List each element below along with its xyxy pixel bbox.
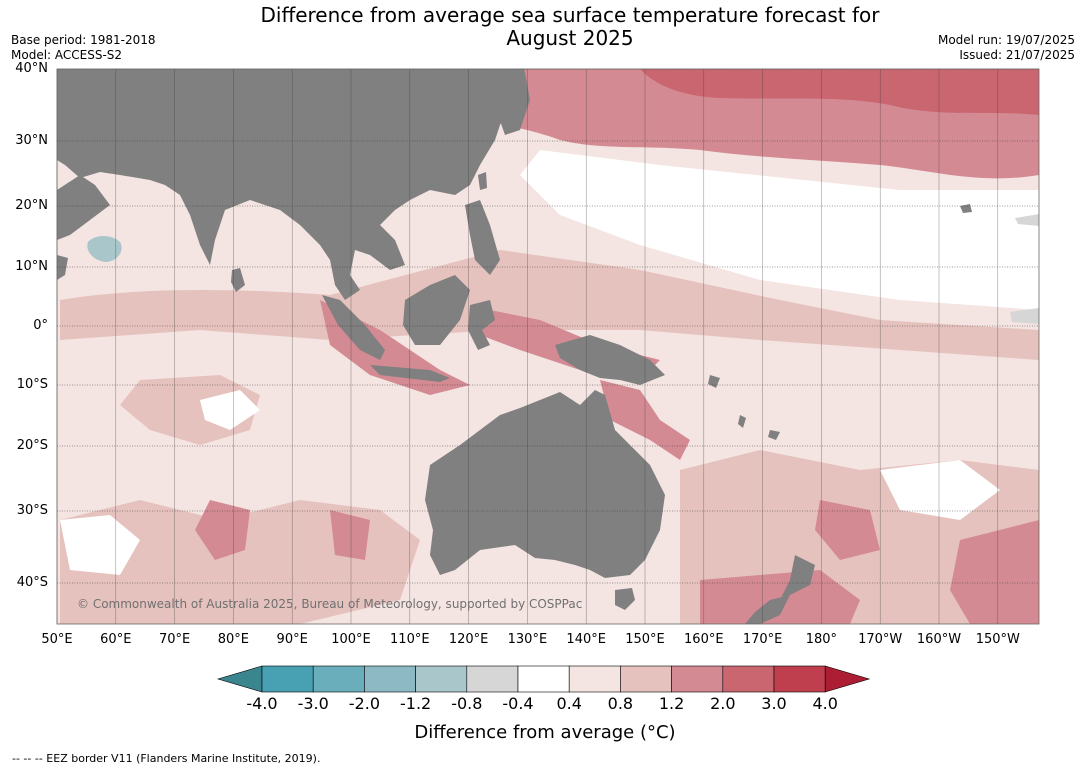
anomaly-patch-neutral-1 [60, 515, 140, 575]
colorbar-tick-label: -2.0 [348, 694, 380, 713]
anomaly-region-southern-indian [60, 500, 420, 624]
colorbar-segment [415, 665, 468, 693]
colorbar-tick-label: -4.0 [246, 694, 278, 713]
colorbar-tick-label: -1.2 [399, 694, 432, 713]
anomaly-region-equatorial [60, 250, 1039, 360]
map-plot-area [57, 69, 1039, 624]
land-new-guinea [555, 335, 665, 385]
eez-footnote: -- -- -- EEZ border V11 (Flanders Marine… [12, 752, 321, 765]
map-frame [56, 68, 1040, 625]
anomaly-patch-4 [950, 520, 1039, 624]
cool-patch-central-pacific [1010, 308, 1039, 324]
cool-patch-arabian-sea [87, 236, 122, 262]
title-line-1: Difference from average sea surface temp… [260, 3, 880, 27]
anomaly-patch-1 [195, 500, 250, 560]
issue-info: Model run: 19/07/2025 Issued: 21/07/2025 [938, 33, 1075, 63]
anomaly-region-north-pacific-neutral [520, 150, 1039, 310]
colorbar-title: Difference from average (°C) [414, 722, 676, 743]
lon-label: 170°E [742, 632, 783, 647]
model-info: Base period: 1981-2018 Model: ACCESS-S2 [11, 33, 156, 63]
land-sumatra [322, 295, 385, 360]
land-sulawesi [468, 300, 495, 350]
colorbar-segment [620, 665, 672, 693]
title-line-2: August 2025 [506, 26, 634, 50]
lon-label: 170°W [858, 632, 903, 647]
colorbar-segment [466, 665, 519, 693]
colorbar-tick-label: 0.8 [607, 694, 634, 713]
colorbar-segment [261, 665, 314, 693]
lon-label: 160°E [684, 632, 724, 647]
lon-label: 160°W [916, 632, 962, 647]
lon-label: 110°E [390, 632, 430, 647]
lat-label: 20°S [16, 438, 48, 453]
colorbar-segment [517, 665, 570, 693]
colorbar-segment [364, 665, 416, 693]
land-taiwan [478, 172, 487, 190]
colorbar-segment [773, 665, 826, 693]
lat-label: 20°N [15, 198, 48, 213]
copyright-notice: © Commonwealth of Australia 2025, Bureau… [77, 597, 583, 611]
land-arabia [57, 175, 110, 240]
land-masses [57, 69, 972, 624]
colorbar-tick-label: -3.0 [297, 694, 329, 713]
anomaly-patch-2 [330, 510, 370, 560]
lat-label: 0° [33, 318, 48, 333]
lon-label: 180° [805, 632, 838, 647]
land-new-zealand-north [780, 555, 815, 600]
colorbar-segment [722, 665, 775, 693]
cool-patch-hawaii [1015, 214, 1039, 226]
base-period-text: Base period: 1981-2018 [11, 33, 156, 47]
land-vanuatu [738, 415, 746, 428]
colorbar-segment [568, 665, 621, 693]
land-tasmania [615, 588, 635, 610]
land-philippines [465, 200, 500, 275]
lon-label: 150°E [625, 632, 665, 647]
colorbar-tick-label: 2.0 [710, 694, 736, 713]
lat-label: 10°S [16, 377, 48, 392]
colorbar-segment [312, 665, 365, 693]
land-australia [425, 390, 665, 578]
anomaly-patch-tasman [700, 570, 860, 624]
lon-label: 130°E [507, 632, 548, 647]
model-run-text: Model run: 19/07/2025 [937, 33, 1075, 47]
lat-label: 10°N [15, 259, 48, 274]
colorbar-tick-label: -0.8 [451, 694, 483, 713]
colorbar-extend-low [216, 665, 263, 693]
lat-label: 40°N [15, 61, 48, 76]
lon-label: 120°E [448, 632, 489, 647]
lon-label: 60°E [100, 632, 132, 647]
land-asia [57, 69, 525, 300]
anomaly-patch-neutral-2 [880, 460, 1000, 520]
colorbar-tick-label: 4.0 [812, 694, 838, 713]
colorbar-tick-label: 1.2 [658, 694, 685, 713]
lon-label: 70°E [158, 632, 191, 647]
land-new-zealand-south [745, 595, 790, 624]
land-japan [498, 72, 530, 135]
colorbar-tick-label: -0.4 [502, 694, 534, 713]
colorbar-tick-label: 0.4 [556, 694, 582, 713]
colorbar-segment [671, 665, 724, 693]
lon-label: 90°E [276, 632, 308, 647]
anomaly-patch-3 [815, 500, 880, 560]
issued-text: Issued: 21/07/2025 [959, 48, 1075, 62]
lon-label: 50°E [41, 632, 73, 647]
lon-label: 150°W [975, 632, 1020, 647]
colorbar-extend-high [824, 665, 871, 693]
colorbar [216, 665, 871, 693]
map-title: Difference from average sea surface temp… [220, 4, 920, 50]
land-africa [57, 255, 68, 280]
lon-label: 140°E [566, 632, 606, 647]
lat-label: 30°S [16, 503, 48, 518]
lat-label: 30°N [15, 133, 48, 148]
colorbar-tick-label: 3.0 [761, 694, 787, 713]
anomaly-region-indian-neutral [200, 390, 260, 430]
land-sri-lanka [231, 268, 245, 292]
lon-label: 80°E [217, 632, 250, 647]
land-borneo [403, 275, 470, 345]
model-name-text: Model: ACCESS-S2 [11, 48, 123, 62]
lat-label: 40°S [16, 575, 48, 590]
land-fiji [768, 430, 780, 440]
lon-label: 100°E [331, 632, 371, 647]
